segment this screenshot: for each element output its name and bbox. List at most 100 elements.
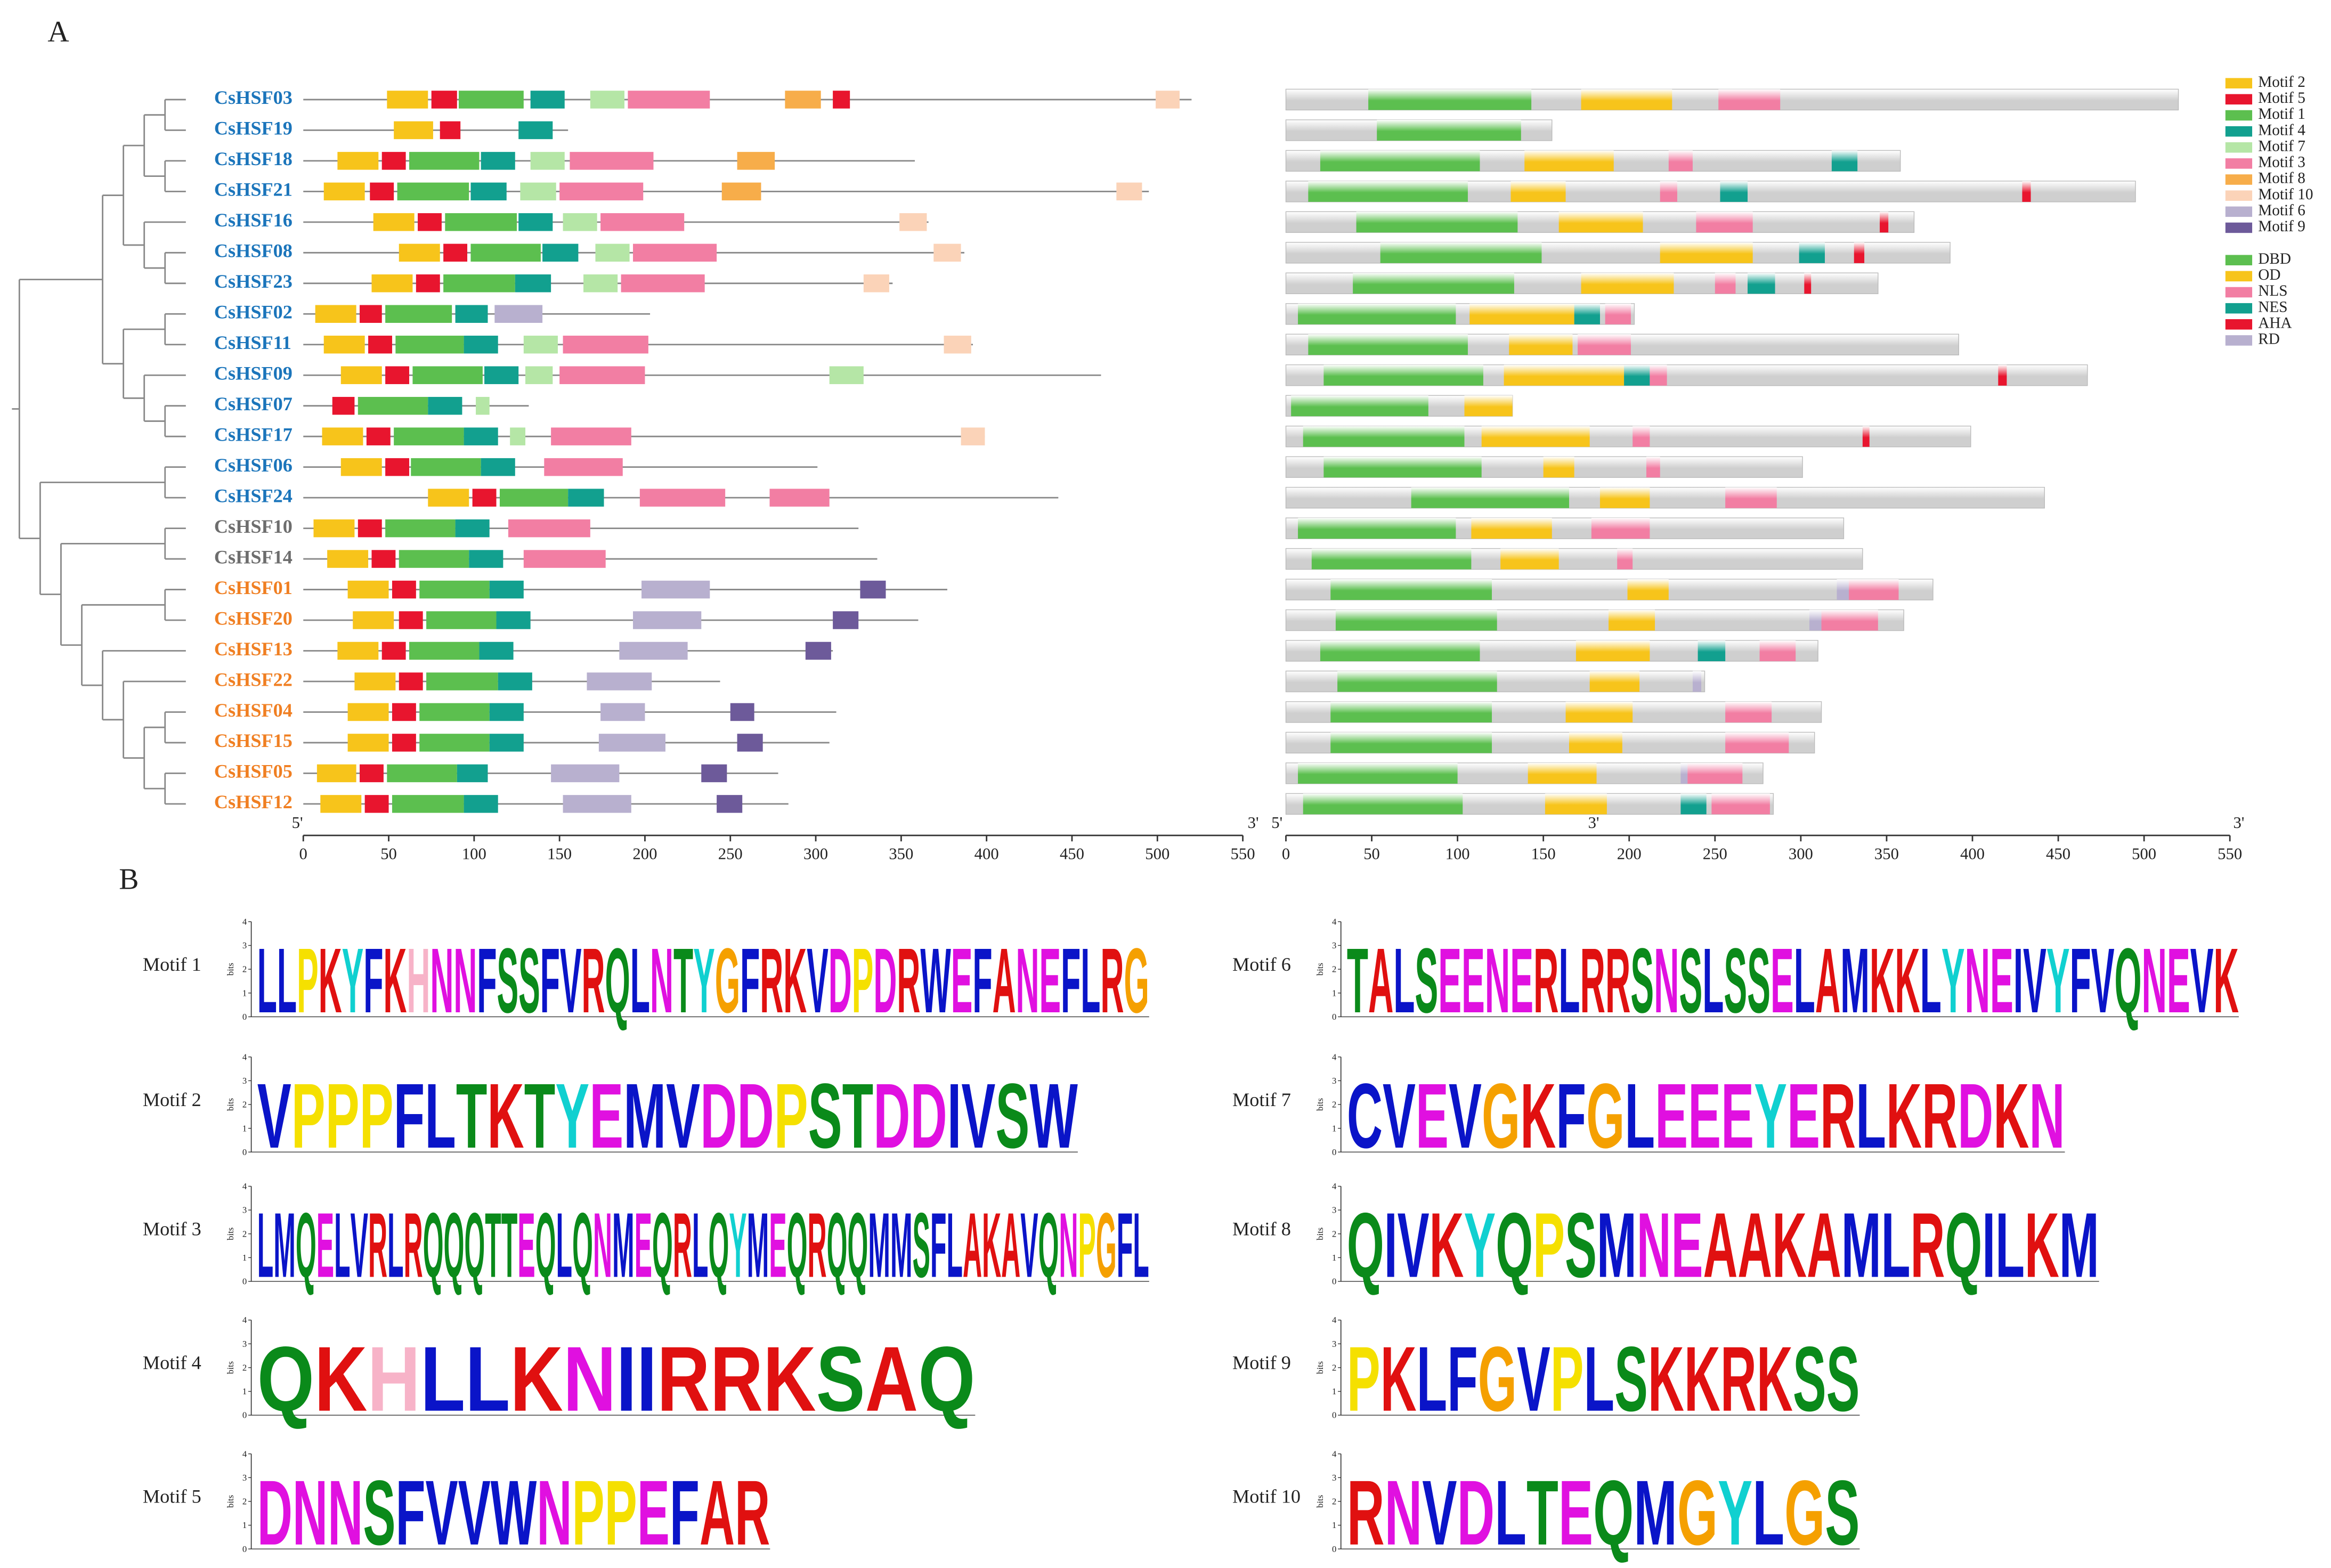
tick-label: 3 xyxy=(242,1205,247,1215)
gene-name: CsHSF18 xyxy=(214,148,293,169)
logo-letter: A xyxy=(1001,1193,1020,1297)
gene-name: CsHSF01 xyxy=(214,577,293,598)
tick-label: 150 xyxy=(547,845,572,863)
domain-box xyxy=(1809,610,1822,631)
end-label: 5' xyxy=(292,814,303,832)
motif-box xyxy=(472,489,497,507)
motif-box xyxy=(458,91,524,109)
legend-swatch xyxy=(2225,190,2253,201)
logo-consensus: QKHLLKNIIRRKSAQ xyxy=(257,1327,976,1431)
logo-letter: R xyxy=(1820,1064,1856,1167)
logo-letter: T xyxy=(456,1064,488,1167)
logo-letter: E xyxy=(951,929,973,1032)
legend-label: Motif 2 xyxy=(2258,74,2305,91)
logo-letter: Q xyxy=(464,1193,485,1297)
logo-letter: P xyxy=(605,1461,637,1564)
motif-box xyxy=(520,182,556,201)
domain-box xyxy=(1599,487,1650,508)
tick-label: 4 xyxy=(1332,1315,1337,1325)
motif-box xyxy=(399,550,469,568)
gene-name: CsHSF08 xyxy=(214,240,293,262)
gene-name: CsHSF24 xyxy=(214,485,293,506)
motif-label: Motif 10 xyxy=(1232,1486,1301,1507)
logo-letter: N xyxy=(2142,929,2167,1032)
motif-box xyxy=(455,519,490,538)
domain-box xyxy=(1646,457,1660,478)
logo-letter: A xyxy=(1815,929,1840,1032)
motif-box xyxy=(419,734,490,752)
logo-letter: F xyxy=(1556,1064,1586,1167)
logo-letter: L xyxy=(630,929,650,1032)
motif-box xyxy=(498,672,532,690)
motif-box xyxy=(479,641,514,660)
tick-label: 2 xyxy=(1332,964,1336,974)
domain-box xyxy=(1481,426,1590,447)
logo-letter: T xyxy=(485,1193,501,1297)
domain-box xyxy=(1692,671,1702,692)
logo-letter: L xyxy=(1794,929,1815,1032)
logo-letter: N xyxy=(1016,929,1039,1032)
logo-consensus: DNNSFVVWNPPEFAR xyxy=(257,1461,770,1564)
motif-box xyxy=(499,489,568,507)
gene-name: CsHSF20 xyxy=(214,607,293,629)
logo-letter: L xyxy=(425,1064,456,1167)
tick-label: 100 xyxy=(462,845,486,863)
logo-letter: R xyxy=(1911,1193,1945,1297)
domain-box xyxy=(1759,640,1796,662)
legend-label: Motif 7 xyxy=(2258,137,2305,155)
logo-letter: R xyxy=(735,1461,770,1564)
panel-label: A xyxy=(47,15,69,48)
gene-name: CsHSF10 xyxy=(214,516,293,537)
logo-letter: Q xyxy=(652,1193,673,1297)
logo-letter: V xyxy=(1383,1064,1416,1167)
motif-box xyxy=(399,243,440,262)
logo-letter: S xyxy=(1630,929,1654,1032)
logo-consensus: QIVKYQPSMNEAAKAMLRQILKM xyxy=(1347,1193,2099,1297)
logo-letter: Q xyxy=(787,1193,808,1297)
motif-box xyxy=(354,672,396,690)
logo-letter: P xyxy=(1533,1193,1565,1297)
legend-swatch xyxy=(2225,142,2253,153)
tick-label: 2 xyxy=(242,1497,247,1507)
domain-box xyxy=(1687,762,1743,784)
logo-letter: V xyxy=(666,1064,700,1167)
logo-letter: K xyxy=(982,1193,1001,1297)
logo-letter: V xyxy=(1517,1327,1550,1431)
motif-box xyxy=(769,489,830,507)
logo-letter: K xyxy=(319,929,342,1032)
tick-label: 0 xyxy=(299,845,307,863)
logo-consensus: RNVDLTEQMGYLGS xyxy=(1347,1461,1860,1564)
tick-label: 400 xyxy=(974,845,999,863)
logo-letter: V xyxy=(2023,929,2046,1032)
domain-box xyxy=(1578,334,1631,355)
logo-consensus: CVEVGKFGLEEEYERLKRDKN xyxy=(1347,1064,2065,1167)
legend-swatch xyxy=(2225,78,2253,89)
motif-box xyxy=(337,152,379,170)
tick-label: 1 xyxy=(1332,988,1336,998)
logo-letter: S xyxy=(1614,1327,1648,1431)
motif-box xyxy=(860,580,886,599)
logo-letter: Q xyxy=(535,1193,556,1297)
motif-box xyxy=(590,91,624,109)
tick-label: 300 xyxy=(803,845,828,863)
domain-box xyxy=(1308,181,1468,202)
logo-letter: P xyxy=(360,1064,394,1167)
motif-box xyxy=(833,611,859,629)
logo-letter: Q xyxy=(296,1193,316,1297)
motif-box xyxy=(619,641,688,660)
tick-label: 450 xyxy=(1060,845,1084,863)
domain-box xyxy=(1804,273,1812,294)
logo-letter: Q xyxy=(1593,1461,1634,1564)
tick-label: 50 xyxy=(380,845,397,863)
axis-label: bits xyxy=(225,1228,235,1240)
domain-box xyxy=(2022,181,2031,202)
domain-box xyxy=(1660,181,1677,202)
motif-box xyxy=(530,152,565,170)
logo-letter: E xyxy=(1039,929,1061,1032)
tick-label: 0 xyxy=(242,1147,247,1157)
panel-label: B xyxy=(119,863,139,896)
logo-letter: G xyxy=(1784,1461,1825,1564)
legend-label: Motif 1 xyxy=(2258,105,2305,123)
domain-box xyxy=(1854,242,1865,263)
